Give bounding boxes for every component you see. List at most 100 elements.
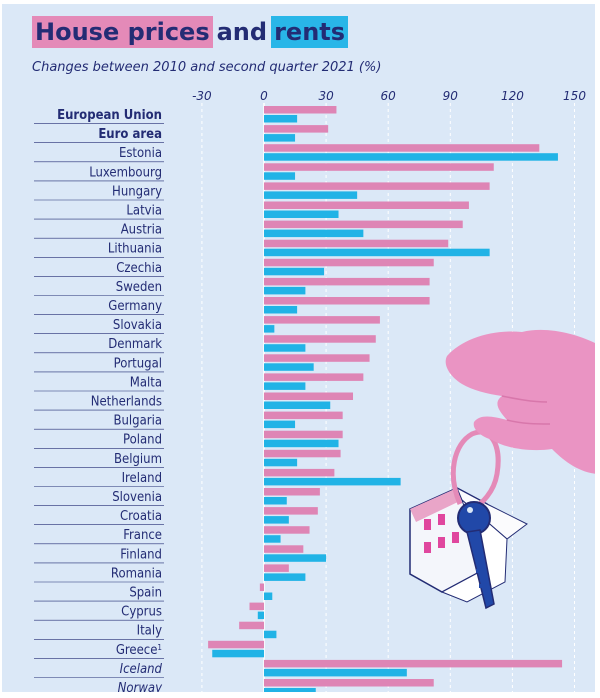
category-label: Malta (130, 375, 162, 390)
bar-rents (264, 535, 281, 543)
chart-panel: House prices and rents Changes between 2… (2, 4, 595, 692)
bar-house-prices (264, 297, 430, 305)
bar-house-prices (264, 488, 320, 496)
x-tick-label: -30 (192, 89, 212, 103)
bar-rents (264, 172, 296, 180)
bar-rents (264, 153, 558, 161)
bar-rents (264, 573, 306, 581)
category-label: Finland (120, 547, 162, 562)
category-label: Norway (118, 681, 163, 692)
category-label: Germany (108, 299, 162, 314)
bar-rents (264, 134, 296, 142)
bar-house-prices (264, 659, 563, 668)
bar-rents (264, 229, 364, 238)
bar-house-prices (264, 201, 469, 209)
bar-rents (264, 420, 296, 429)
category-label: Czechia (116, 261, 162, 276)
x-tick-label: 0 (260, 89, 268, 103)
category-label: Latvia (126, 204, 162, 219)
bar-house-prices (264, 679, 434, 687)
category-label: Spain (129, 586, 162, 601)
bar-house-prices (208, 640, 264, 649)
category-label: Greece1 (116, 642, 162, 658)
category-label: Belgium (114, 452, 162, 467)
x-tick-label: 150 (563, 89, 586, 103)
bar-house-prices (264, 144, 540, 152)
hand-icon (445, 329, 595, 474)
bar-rents (264, 286, 306, 295)
hand-key-house-illustration (409, 329, 595, 610)
bar-rents (264, 401, 331, 409)
bar-house-prices (264, 354, 370, 362)
bar-house-prices (264, 449, 341, 458)
title-and: and (216, 18, 268, 46)
category-label: Lithuania (108, 242, 162, 257)
bar-house-prices (264, 182, 490, 190)
bar-house-prices (264, 163, 494, 171)
bar-rents (264, 439, 339, 448)
bar-house-prices (264, 239, 449, 248)
bar-house-prices (264, 411, 343, 420)
bar-house-prices (264, 316, 380, 324)
bar-house-prices (264, 507, 318, 515)
bar-rents (264, 325, 275, 333)
bar-house-prices (264, 526, 310, 534)
x-tick-label: 60 (381, 89, 397, 103)
category-label: Sweden (116, 280, 162, 295)
category-label: Italy (137, 624, 162, 639)
category-label: Hungary (112, 184, 162, 199)
category-label: Slovakia (113, 318, 162, 333)
category-label: Austria (121, 223, 162, 238)
category-labels: European Union Euro area Estonia Luxembourg… (57, 108, 163, 692)
bar-rents (264, 248, 490, 257)
bar-house-prices (264, 545, 304, 553)
bar-house-prices (264, 392, 354, 400)
bar-house-prices (264, 220, 463, 229)
bar-rents (264, 458, 298, 467)
bar-rents (264, 115, 298, 123)
bar-rents (264, 191, 358, 199)
category-label: Croatia (120, 509, 162, 524)
bars (208, 106, 563, 692)
x-axis: -30 0 30 60 90 120 150 (192, 89, 586, 103)
x-tick-label: 90 (443, 89, 459, 103)
bar-house-prices (264, 106, 337, 114)
bar-house-prices (264, 430, 343, 439)
bar-rents (212, 649, 264, 658)
bar-rents (264, 306, 298, 314)
category-label: Poland (123, 433, 162, 448)
category-label: Netherlands (91, 395, 162, 410)
category-label: France (123, 528, 162, 543)
bar-rents (264, 344, 306, 352)
category-label: Cyprus (121, 605, 162, 620)
bar-house-prices (264, 373, 364, 381)
bar-rents (264, 363, 314, 371)
x-tick-label: 30 (318, 89, 334, 103)
bar-rents (264, 477, 401, 486)
category-label: Portugal (114, 356, 162, 371)
bar-rents (264, 688, 316, 692)
bar-house-prices (264, 258, 434, 267)
category-label: Euro area (98, 127, 162, 142)
category-label: Romania (111, 566, 162, 581)
bar-rents (264, 592, 273, 600)
bar-rents (264, 516, 289, 524)
bar-rents (264, 554, 327, 562)
category-label: Slovenia (112, 490, 162, 505)
bar-rents (264, 497, 287, 505)
category-label: Estonia (119, 146, 162, 161)
category-label: Luxembourg (89, 165, 162, 180)
bar-rents (264, 210, 339, 218)
bar-house-prices (239, 621, 264, 630)
bar-house-prices (264, 277, 430, 286)
bar-house-prices (264, 125, 329, 133)
bar-rents (264, 267, 325, 276)
title-rents: rents (271, 16, 349, 48)
category-label: Iceland (120, 662, 163, 677)
bar-rents (264, 382, 306, 390)
bar-house-prices (264, 335, 376, 343)
bar-house-prices (249, 602, 264, 611)
bar-rents (264, 668, 407, 677)
bar-house-prices (264, 564, 289, 572)
category-label: Ireland (122, 471, 162, 486)
